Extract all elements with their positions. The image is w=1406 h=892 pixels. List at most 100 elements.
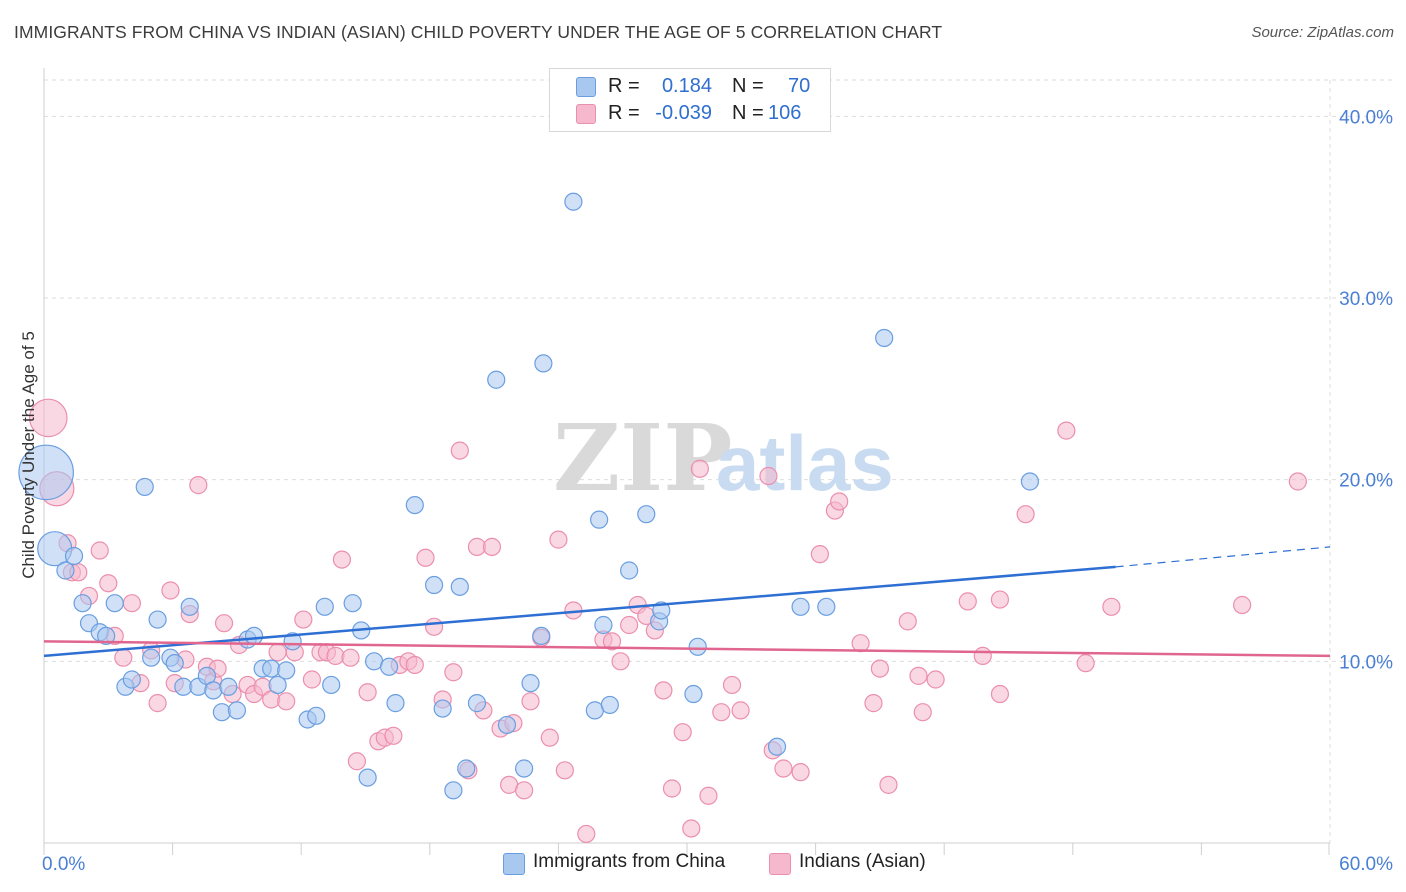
- indian-point: [879, 775, 898, 794]
- indian-point: [332, 550, 352, 569]
- indian-point: [214, 614, 234, 633]
- indian-point: [722, 675, 742, 695]
- bottom-china-label: Immigrants from China: [533, 851, 726, 872]
- indian-point: [277, 692, 296, 711]
- y-tick-label: 30.0%: [1339, 289, 1393, 310]
- watermark-zip: ZIP: [553, 404, 732, 512]
- china-swatch: [576, 77, 596, 97]
- china-point: [212, 703, 231, 722]
- china-point: [18, 444, 74, 501]
- indian-point: [577, 824, 596, 844]
- china-point: [515, 759, 534, 778]
- china-point: [424, 575, 444, 595]
- indian-point: [341, 648, 360, 667]
- china-point: [165, 654, 184, 673]
- bottom-indian-swatch: [769, 853, 791, 875]
- china-point: [268, 675, 287, 695]
- china-point: [684, 684, 703, 704]
- indian-point: [294, 610, 313, 629]
- indian-point: [909, 666, 928, 685]
- indian-point: [405, 655, 424, 675]
- china-point: [817, 597, 836, 616]
- indian-point: [450, 441, 469, 460]
- indian-point: [973, 646, 992, 665]
- indian-swatch: [576, 104, 596, 124]
- indian-point: [990, 590, 1010, 609]
- china-point: [791, 597, 810, 616]
- china-point: [148, 610, 167, 629]
- china-trend-extension: [1115, 546, 1331, 568]
- china-point: [244, 626, 264, 646]
- indian-point: [682, 819, 701, 838]
- indian-point: [521, 692, 540, 711]
- china-point: [180, 597, 199, 616]
- trend-lines: [43, 546, 1331, 658]
- indian-point: [549, 530, 568, 549]
- indian-point: [161, 581, 180, 600]
- china-point: [97, 626, 116, 646]
- china-point: [534, 354, 553, 373]
- indian-point: [690, 459, 709, 478]
- indian-point: [673, 723, 692, 742]
- china-point: [283, 632, 302, 651]
- indian-point: [830, 492, 849, 511]
- legend-row-china: R = 0.184 N = 70: [550, 73, 830, 99]
- china-point: [56, 561, 75, 580]
- china-point: [688, 637, 707, 656]
- indian-point: [926, 670, 945, 689]
- indian-point: [482, 537, 502, 556]
- indian-point: [602, 632, 622, 651]
- china-point: [767, 737, 787, 756]
- china-point: [277, 661, 296, 680]
- indian-point: [416, 548, 435, 567]
- indian-point: [268, 643, 287, 662]
- china-point: [600, 695, 619, 715]
- indian-point: [774, 759, 793, 778]
- indian-point: [1102, 597, 1121, 616]
- indian-point: [870, 659, 890, 678]
- china-point: [219, 677, 238, 696]
- indian-point: [654, 681, 673, 700]
- china-r-value: 0.184: [661, 75, 712, 97]
- watermark: ZIP atlas: [553, 404, 894, 512]
- indian-point: [731, 701, 750, 720]
- china-point: [73, 594, 92, 613]
- indian-point: [699, 786, 718, 805]
- legend-row-indian: R = -0.039 N = 106: [550, 100, 830, 126]
- y-tick-label: 40.0%: [1339, 107, 1393, 128]
- indian-r-value: -0.039: [655, 102, 712, 124]
- y-tick-label: 10.0%: [1339, 652, 1393, 673]
- china-point: [204, 681, 223, 700]
- indian-point: [148, 694, 167, 713]
- indian-point: [1057, 421, 1076, 440]
- indian-point: [1076, 654, 1095, 673]
- indian-point: [611, 652, 630, 671]
- indian-point: [189, 476, 208, 495]
- china-point: [590, 510, 609, 529]
- bottom-indian-label: Indians (Asian): [799, 851, 926, 872]
- indian-point: [540, 728, 559, 747]
- indian-n-value: 106: [768, 102, 802, 124]
- indian-point: [122, 594, 141, 613]
- china-point: [405, 496, 424, 515]
- indian-point: [114, 648, 133, 667]
- indian-trend-line: [43, 640, 1331, 658]
- indian-r-label: R =: [608, 102, 640, 124]
- indian-point: [759, 466, 778, 486]
- china-n-label: N =: [732, 75, 764, 97]
- china-point: [307, 706, 326, 725]
- indian-point: [620, 615, 639, 635]
- china-point: [227, 701, 246, 720]
- china-point: [875, 328, 894, 348]
- indian-point: [864, 694, 883, 713]
- source-credit: Source: ZipAtlas.com: [1251, 24, 1394, 41]
- china-point: [433, 699, 452, 718]
- stats-legend: R = 0.184 N = 70 R = -0.039 N = 106: [549, 68, 831, 132]
- indian-point: [1288, 472, 1307, 491]
- china-point: [637, 505, 656, 524]
- china-point: [487, 370, 506, 389]
- china-point: [142, 648, 161, 667]
- china-point: [379, 657, 399, 676]
- indian-point: [1016, 505, 1035, 524]
